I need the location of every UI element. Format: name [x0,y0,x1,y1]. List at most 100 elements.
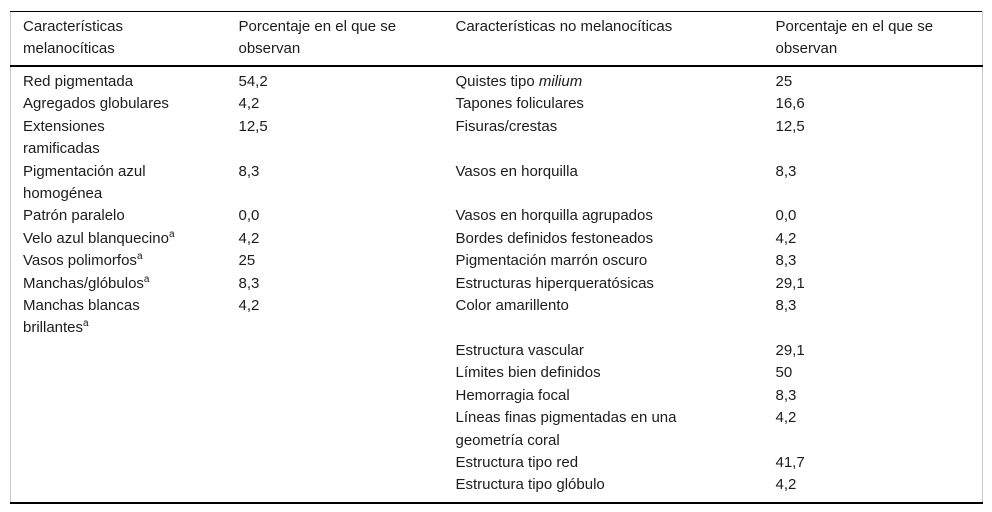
footnote-marker: a [143,273,150,285]
mel-feature-cell: Agregados globulares [11,93,239,115]
mel-percentage-cell [239,407,456,452]
table-row: Patrón paralelo 0,0 Vasos en horquilla a… [11,205,983,227]
nonmel-feature-label: Vasos en horquilla agrupados [455,207,653,225]
table-row: Pigmentación azul homogénea 8,3 Vasos en… [11,161,983,206]
table-row: Red pigmentada 54,2 Quistes tipo milium … [11,66,983,93]
mel-feature-label: Manchas/glóbulos [23,274,144,292]
header-mel-percentage: Porcentaje en el que se observan [238,11,456,67]
nonmel-feature-cell: Color amarillento [456,295,776,340]
mel-feature-cell [11,474,239,502]
header-nonmel-percentage: Porcentaje en el que se observan [775,11,983,67]
nonmel-percentage-cell: 4,2 [775,409,797,427]
nonmel-percentage-cell: 29,1 [775,341,805,359]
nonmel-feature-label: Quistes tipo [455,73,539,90]
mel-feature-cell: Velo azul blanquecinoa [11,228,239,250]
mel-percentage-cell [239,362,456,384]
nonmel-percentage-cell: 0,0 [775,207,797,225]
mel-feature-cell: Pigmentación azul homogénea [11,161,239,206]
nonmel-feature-cell: Vasos en horquilla agrupados [456,205,776,227]
header-nonmel-features-label: Características no melanocíticas [455,18,673,35]
nonmel-feature-label: Límites bien definidos [455,364,601,382]
table-row: Estructura vascular 29,1 [11,340,983,362]
nonmel-feature-label: Estructura vascular [455,341,584,359]
mel-percentage-cell: 4,2 [238,297,260,315]
mel-feature-label: Patrón paralelo [23,207,125,225]
footnote-marker: a [136,251,143,263]
mel-percentage-cell: 8,3 [238,274,260,292]
mel-feature-label: Pigmentación azul homogénea [23,162,146,203]
nonmel-feature-label: Líneas finas pigmentadas en una geometrí… [455,409,677,449]
mel-percentage-cell: 4,2 [238,229,260,247]
table-row: Estructura tipo glóbulo 4,2 [11,474,983,502]
nonmel-feature-cell: Vasos en horquilla [456,161,776,206]
footnote-marker: a [168,228,175,240]
mel-percentage-cell [239,385,456,407]
mel-percentage-cell: 25 [238,252,256,270]
nonmel-percentage-cell: 41,7 [775,453,805,471]
nonmel-percentage-cell: 4,2 [775,476,797,494]
mel-percentage-cell [239,452,456,474]
nonmel-feature-label: Color amarillento [455,297,569,315]
mel-feature-cell: Manchas/glóbulosa [11,273,239,295]
nonmel-feature-label: Estructura tipo glóbulo [455,476,605,494]
nonmel-feature-cell: Estructuras hiperqueratósicas [456,273,776,295]
nonmel-feature-cell: Estructura tipo red [456,452,776,474]
mel-feature-label: Velo azul blanquecino [23,229,169,247]
nonmel-feature-cell: Estructura tipo glóbulo [456,474,776,502]
nonmel-percentage-cell: 25 [775,73,793,90]
nonmel-feature-cell: Hemorragia focal [456,385,776,407]
nonmel-feature-label: Fisuras/crestas [455,117,558,135]
mel-percentage-cell: 4,2 [238,95,260,113]
nonmel-feature-cell: Estructura vascular [456,340,776,362]
nonmel-percentage-cell: 12,5 [775,117,805,135]
header-mel-features: Características melanocíticas [10,11,239,67]
nonmel-percentage-cell: 8,3 [775,162,797,180]
header-mel-percentage-label: Porcentaje en el que se observan [238,18,397,57]
nonmel-feature-label: Estructuras hiperqueratósicas [455,274,654,292]
nonmel-feature-cell: Líneas finas pigmentadas en una geometrí… [456,407,776,452]
mel-feature-cell [11,385,239,407]
table-header: Características melanocíticas Porcentaje… [10,11,983,67]
mel-feature-cell [11,362,239,384]
table-row: Hemorragia focal 8,3 [11,385,983,407]
nonmel-feature-label: Estructura tipo red [455,453,579,471]
header-nonmel-percentage-label: Porcentaje en el que se observan [775,18,934,57]
table-row: Extensiones ramificadas 12,5 Fisuras/cre… [11,116,983,161]
mel-feature-cell: Vasos polimorfosa [11,250,239,272]
table-row: Vasos polimorfosa 25 Pigmentación marrón… [11,250,983,272]
nonmel-feature-label: Bordes definidos festoneados [455,229,654,247]
mel-feature-cell: Red pigmentada [11,66,239,93]
mel-feature-label: Vasos polimorfos [23,252,137,270]
table-row: Límites bien definidos 50 [11,362,983,384]
mel-percentage-cell: 54,2 [238,73,268,90]
nonmel-percentage-cell: 8,3 [775,386,797,404]
nonmel-feature-label: Tapones foliculares [455,95,584,113]
mel-percentage-cell: 0,0 [238,207,260,225]
nonmel-feature-cell: Límites bien definidos [456,362,776,384]
nonmel-feature-cell: Tapones foliculares [456,93,776,115]
mel-feature-cell: Patrón paralelo [11,205,239,227]
table-row: Líneas finas pigmentadas en una geometrí… [11,407,983,452]
header-row: Características melanocíticas Porcentaje… [10,11,983,67]
mel-percentage-cell [239,340,456,362]
mel-feature-label: Red pigmentada [23,73,134,90]
latin-term-italic: milium [538,73,583,90]
mel-feature-cell [11,340,239,362]
mel-feature-label: Manchas blancas brillantes [23,297,140,337]
nonmel-feature-label: Pigmentación marrón oscuro [455,252,648,270]
mel-percentage-cell [239,474,456,502]
nonmel-percentage-cell: 8,3 [775,297,797,315]
table-row: Manchas blancas brillantesa 4,2 Color am… [11,295,983,340]
nonmel-feature-cell: Fisuras/crestas [456,116,776,161]
nonmel-percentage-cell: 4,2 [775,229,797,247]
features-percentage-table: Características melanocíticas Porcentaje… [10,11,983,504]
table-row: Manchas/glóbulosa 8,3 Estructuras hiperq… [11,273,983,295]
table-row: Estructura tipo red 41,7 [11,452,983,474]
nonmel-feature-cell: Pigmentación marrón oscuro [456,250,776,272]
footnote-marker: a [83,318,89,330]
nonmel-percentage-cell: 16,6 [775,95,805,113]
nonmel-percentage-cell: 8,3 [775,252,797,270]
mel-feature-cell: Extensiones ramificadas [11,116,239,161]
mel-feature-cell [11,407,239,452]
